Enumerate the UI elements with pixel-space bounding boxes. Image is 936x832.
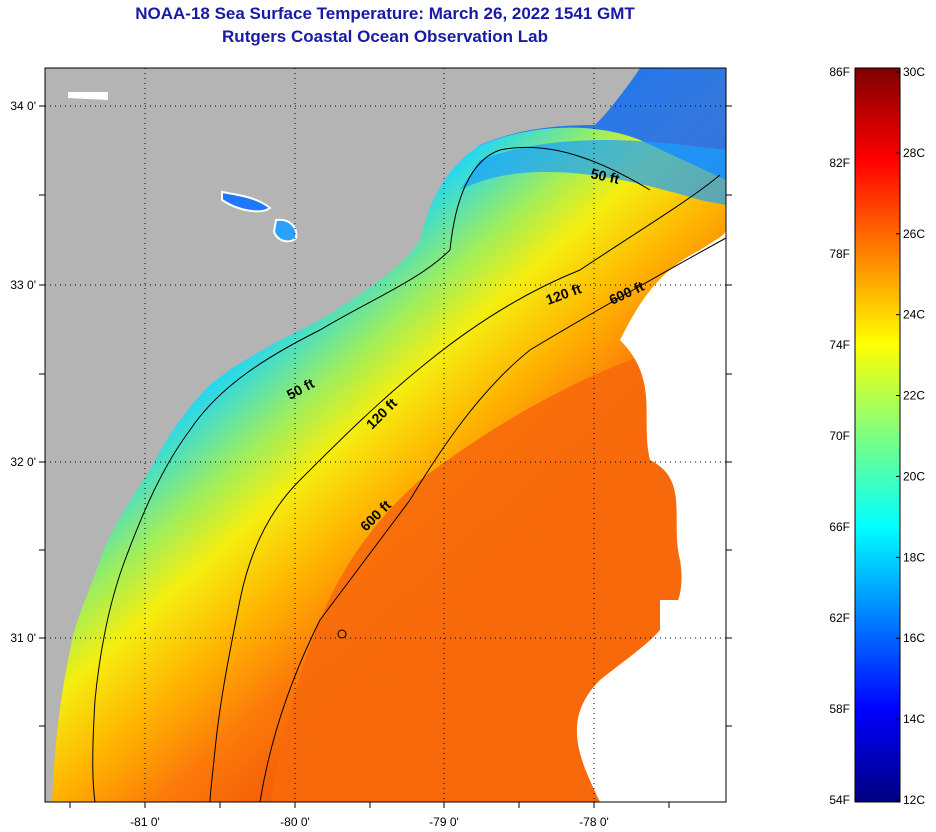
colorbar-c-label: 30C [903,65,925,79]
cool-water-patch [460,140,726,205]
lat-label-33: 33 0' [10,278,36,292]
inland-lake-2 [272,218,298,243]
colorbar-c-label: 22C [903,389,925,403]
colorbar-f-labels: 86F 82F 78F 74F 70F 66F 62F 58F 54F [829,65,850,807]
cold-water-patch [470,68,726,180]
contour-50ft [92,146,651,802]
bathymetry-contours [92,146,726,802]
colorbar-c-label: 18C [903,550,925,564]
contour-label-50ft-1: 50 ft [589,165,621,187]
contour-120ft [209,174,721,802]
colorbar-f-label: 54F [829,793,850,807]
colorbar-ticks [896,71,900,801]
map-title: NOAA-18 Sea Surface Temperature: March 2… [135,4,635,23]
land-mass [45,68,640,802]
colorbar-f-label: 70F [829,429,850,443]
colorbar-f-label: 78F [829,247,850,261]
map-frame [44,67,727,803]
lon-label-79: -79 0' [429,815,459,829]
colorbar-f-label: 82F [829,156,850,170]
lat-label-32: 32 0' [10,455,36,469]
colorbar-c-label: 14C [903,712,925,726]
colorbar-c-label: 24C [903,308,925,322]
colorbar-f-label: 62F [829,611,850,625]
colorbar-c-label: 12C [903,793,925,807]
colorbar [854,67,901,803]
lon-label-78: -78 0' [579,815,609,829]
inland-lake-3 [68,92,108,100]
cloud-no-data-area-2 [660,600,726,802]
lon-label-81: -81 0' [130,815,160,829]
map-subtitle: Rutgers Coastal Ocean Observation Lab [222,27,548,46]
colorbar-c-label: 20C [903,469,925,483]
colorbar-c-label: 26C [903,227,925,241]
colorbar-c-label: 16C [903,631,925,645]
axis-ticks [39,105,732,808]
inland-lake [221,190,272,213]
colorbar-c-label: 28C [903,146,925,160]
colorbar-f-label: 86F [829,65,850,79]
lat-label-34: 34 0' [10,99,36,113]
lon-label-80: -80 0' [280,815,310,829]
contour-600ft [259,237,726,802]
graticule [45,68,726,802]
lat-label-31: 31 0' [10,631,36,645]
colorbar-f-label: 74F [829,338,850,352]
colorbar-f-label: 66F [829,520,850,534]
colorbar-c-labels: 30C 28C 26C 24C 22C 20C 18C 16C 14C 12C [903,65,925,807]
colorbar-f-label: 58F [829,702,850,716]
